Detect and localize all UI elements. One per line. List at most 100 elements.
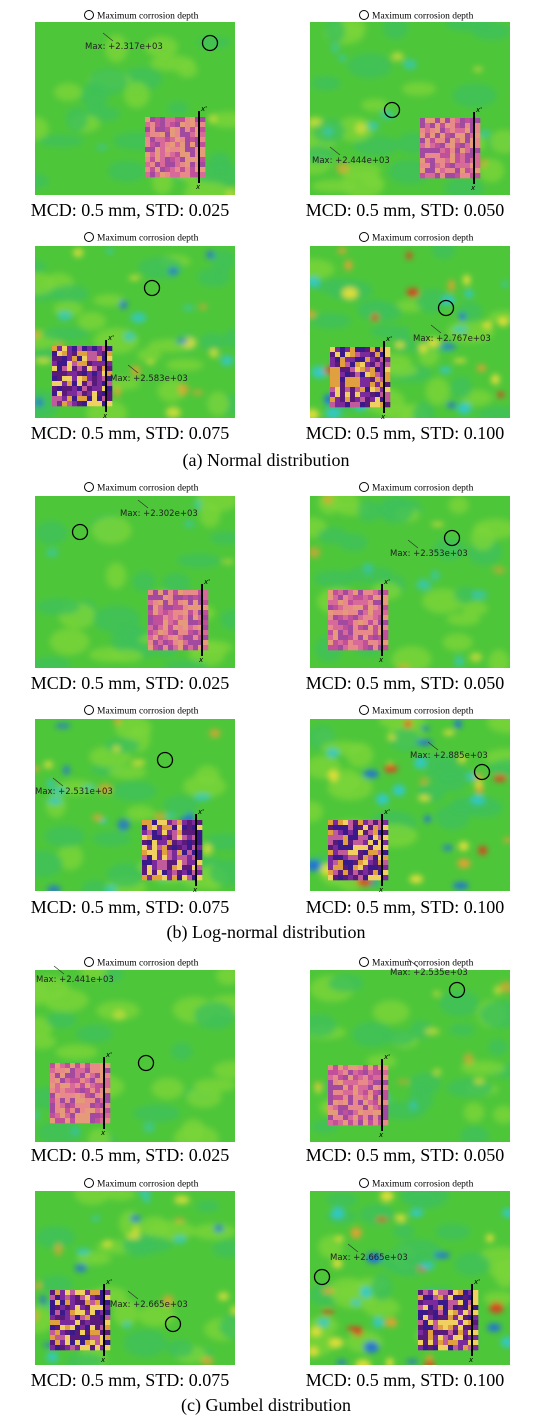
inset-cell — [430, 143, 436, 149]
inset-cell — [153, 625, 159, 631]
inset-cell — [423, 1330, 429, 1336]
inset-cell — [82, 391, 88, 397]
inset-cell — [100, 1290, 106, 1296]
inset-cell — [60, 1290, 66, 1296]
inset-cell — [148, 645, 154, 651]
inset-cell — [368, 590, 374, 596]
inset-cell — [52, 346, 58, 352]
blob — [395, 1214, 407, 1222]
inset-cell — [162, 850, 168, 856]
inset-cell — [87, 391, 93, 397]
inset-cell — [190, 132, 196, 138]
inset-cell — [142, 860, 148, 866]
blob — [383, 22, 408, 40]
inset-cell — [65, 1305, 71, 1311]
inset-cell — [448, 1300, 454, 1306]
blob — [199, 304, 207, 310]
inset-map — [328, 590, 389, 651]
inset-cell — [75, 1315, 81, 1321]
inset-cell — [153, 610, 159, 616]
inset-cell — [420, 173, 426, 179]
inset-cell — [195, 122, 201, 128]
blob — [311, 75, 341, 91]
inset-cell — [348, 1075, 354, 1081]
inset-cell — [198, 635, 204, 641]
inset-cell — [92, 376, 98, 382]
inset-cell — [370, 372, 376, 378]
inset-cell — [157, 830, 163, 836]
inset-cell — [155, 157, 161, 163]
inset-cell — [57, 401, 63, 407]
legend-symbol — [84, 1178, 94, 1188]
inset-cell — [172, 865, 178, 871]
inset-cell — [148, 600, 154, 606]
inset-cell — [187, 860, 193, 866]
inset-cell — [55, 1078, 61, 1084]
inset-cell — [203, 625, 209, 631]
inset-cell — [67, 356, 73, 362]
inset-cell — [85, 1073, 91, 1079]
blob — [154, 813, 166, 821]
contour-image — [35, 1191, 235, 1365]
inset-cell — [67, 371, 73, 377]
panel-caption: MCD: 0.5 mm, STD: 0.025 — [31, 673, 230, 693]
inset-cell — [147, 820, 153, 826]
inset-cell — [192, 875, 198, 881]
inset-cell — [358, 1115, 364, 1121]
inset-cell — [75, 1098, 81, 1104]
inset-cell — [443, 1300, 449, 1306]
inset-cell — [97, 361, 103, 367]
inset-cell — [338, 610, 344, 616]
inset-cell — [350, 382, 356, 388]
inset-cell — [375, 352, 381, 358]
inset-cell — [373, 1120, 379, 1126]
inset-cell — [445, 168, 451, 174]
inset-cell — [197, 830, 203, 836]
inset-cell — [80, 1310, 86, 1316]
inset-cell — [203, 610, 209, 616]
inset-cell — [90, 1310, 96, 1316]
inset-cell — [85, 1083, 91, 1089]
inset-cell — [338, 1065, 344, 1071]
inset-cell — [85, 1300, 91, 1306]
inset-cell — [338, 845, 344, 851]
axis-label: x — [380, 413, 386, 421]
inset-cell — [75, 1325, 81, 1331]
inset-cell — [97, 356, 103, 362]
inset-cell — [420, 148, 426, 154]
inset-cell — [383, 640, 389, 646]
max-pointer — [430, 324, 442, 334]
blob — [107, 160, 146, 183]
inset-cell — [172, 835, 178, 841]
inset-cell — [358, 1090, 364, 1096]
blob — [63, 765, 70, 776]
inset-cell — [433, 1290, 439, 1296]
inset-cell — [77, 366, 83, 372]
inset-cell — [90, 1290, 96, 1296]
blob — [371, 313, 379, 322]
inset-cell — [453, 1310, 459, 1316]
inset-cell — [60, 1108, 66, 1114]
inset-cell — [433, 1310, 439, 1316]
inset-cell — [348, 620, 354, 626]
inset-cell — [147, 830, 153, 836]
inset-cell — [383, 855, 389, 861]
inset-cell — [448, 1340, 454, 1346]
inset-cell — [147, 835, 153, 841]
inset-cell — [200, 162, 206, 168]
max-label: Max: +2.531e+03 — [35, 787, 113, 797]
legend-symbol — [84, 482, 94, 492]
axis-label: x — [100, 1129, 106, 1137]
inset-cell — [358, 820, 364, 826]
inset-cell — [440, 173, 446, 179]
blob — [471, 590, 488, 600]
max-label: Max: +2.885e+03 — [410, 751, 488, 761]
inset-cell — [368, 595, 374, 601]
inset-cell — [160, 152, 166, 158]
inset-cell — [463, 1320, 469, 1326]
inset-cell — [77, 356, 83, 362]
panel-caption: MCD: 0.5 mm, STD: 0.050 — [306, 1145, 505, 1165]
inset-cell — [360, 382, 366, 388]
inset-cell — [435, 158, 441, 164]
inset-cell — [155, 132, 161, 138]
